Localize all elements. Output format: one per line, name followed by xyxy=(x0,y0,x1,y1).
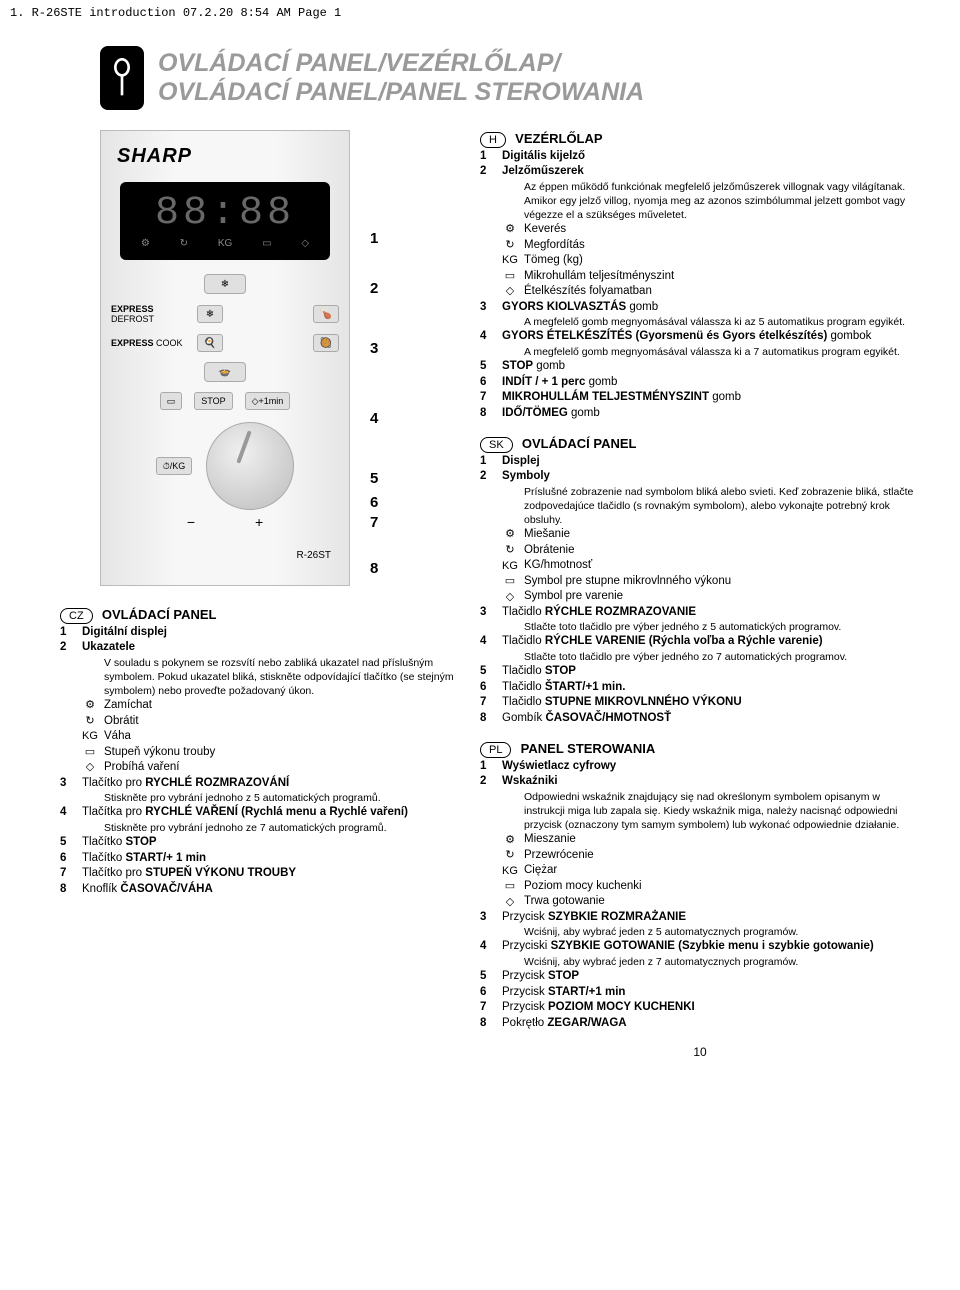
pl-section: PL PANEL STEROWANIA 1Wyświetlacz cyfrowy… xyxy=(480,740,920,1031)
digital-display: 88:88 ⚙↻KG▭◇ xyxy=(120,182,330,260)
pl-tag: PL xyxy=(480,742,511,758)
food-button-1[interactable]: ❄ xyxy=(204,274,246,294)
h-tag: H xyxy=(480,132,506,148)
food-button-2[interactable]: 🍗 xyxy=(313,305,339,323)
h-section: H VEZÉRLŐLAP 1Digitális kijelző2Jelzőműs… xyxy=(480,130,920,421)
brand-logo: SHARP xyxy=(111,145,339,168)
food-button-4[interactable]: 🍲 xyxy=(204,362,246,382)
express-cook-label: EXPRESS COOK xyxy=(111,338,191,348)
model-number: R-26ST xyxy=(111,550,339,561)
callout-7: 7 xyxy=(370,514,378,531)
timer-dial[interactable] xyxy=(206,422,294,510)
stop-button[interactable]: STOP xyxy=(194,392,232,410)
callout-4: 4 xyxy=(370,410,378,427)
page-header: 1. R-26STE introduction 07.2.20 8:54 AM … xyxy=(0,0,960,26)
page-number: 10 xyxy=(480,1045,920,1059)
express-defrost-button[interactable]: ❄ xyxy=(197,305,223,323)
callout-2: 2 xyxy=(370,280,378,297)
callout-5: 5 xyxy=(370,470,378,487)
main-content: SHARP 88:88 ⚙↻KG▭◇ ❄ EXPRESS DEFROST ❄ 🍗 xyxy=(0,130,960,1059)
power-button[interactable]: ▭ xyxy=(160,392,183,410)
callout-6: 6 xyxy=(370,494,378,511)
express-defrost-label: EXPRESS DEFROST xyxy=(111,304,191,324)
sk-section: SK OVLÁDACÍ PANEL 1Displej2SymbolyPríslu… xyxy=(480,435,920,726)
cz-tag: CZ xyxy=(60,608,93,624)
spatula-icon xyxy=(100,46,144,110)
control-panel-diagram: SHARP 88:88 ⚙↻KG▭◇ ❄ EXPRESS DEFROST ❄ 🍗 xyxy=(60,130,460,586)
callout-3: 3 xyxy=(370,340,378,357)
food-button-3[interactable]: 🥘 xyxy=(313,334,339,352)
cz-section: CZ OVLÁDACÍ PANEL 1Digitální displej2Uka… xyxy=(60,606,460,897)
sk-tag: SK xyxy=(480,437,513,453)
express-cook-button[interactable]: 🍳 xyxy=(197,334,223,352)
time-kg-button[interactable]: ⏱/KG xyxy=(156,457,193,475)
title-text: OVLÁDACÍ PANEL/VEZÉRLŐLAP/ OVLÁDACÍ PANE… xyxy=(158,49,644,107)
callout-1: 1 xyxy=(370,230,378,247)
title-banner: OVLÁDACÍ PANEL/VEZÉRLŐLAP/ OVLÁDACÍ PANE… xyxy=(100,46,900,110)
callout-8: 8 xyxy=(370,560,378,577)
plus-1min-button[interactable]: ◇+1min xyxy=(245,392,291,410)
